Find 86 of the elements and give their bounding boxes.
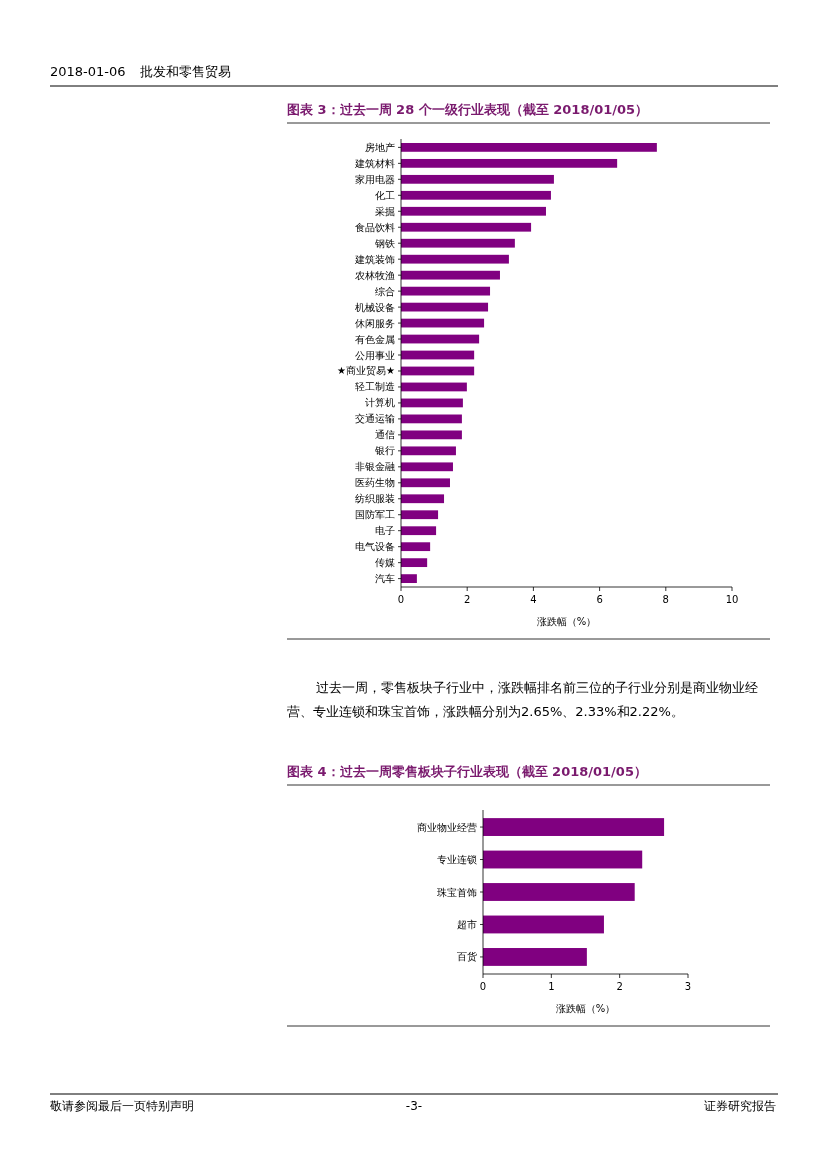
y-tick-label: ★商业贸易★ [337, 365, 396, 377]
x-tick-label: 4 [530, 594, 537, 605]
bar [483, 850, 643, 869]
text: 敬请参阅最后一页特别声明 [50, 1099, 194, 1113]
bar [401, 526, 437, 536]
y-tick-label: 综合 [375, 285, 395, 297]
y-tick-label: 电气设备 [355, 541, 395, 553]
x-axis-title: 涨跌幅（%） [536, 616, 597, 627]
y-tick-label: 机械设备 [355, 301, 395, 313]
y-tick-label: 化工 [375, 189, 395, 201]
x-tick-label: 2 [464, 594, 471, 605]
text: 2018-01-06 [50, 64, 126, 79]
bar [401, 302, 489, 312]
x-tick-label: 6 [596, 594, 603, 605]
bar [401, 334, 480, 344]
bar [401, 510, 439, 520]
bar [401, 478, 450, 488]
bar [483, 818, 665, 836]
x-tick-label: 2 [616, 981, 623, 992]
y-tick-label: 计算机 [365, 397, 395, 409]
y-tick-label: 专业连锁 [437, 854, 477, 866]
text: 证券研究报告 [704, 1099, 776, 1113]
bar [401, 318, 485, 328]
bar [401, 254, 509, 264]
x-axis-title: 涨跌幅（%） [555, 1003, 616, 1014]
y-tick-label: 非银金融 [355, 461, 395, 473]
x-tick-label: 0 [397, 594, 405, 605]
y-tick-label: 房地产 [365, 141, 395, 153]
x-tick-label: 1 [548, 981, 555, 992]
chart-title: 图表 3：过去一周 28 个一级行业表现（截至 2018/01/05） [287, 102, 649, 117]
y-tick-label: 通信 [375, 429, 395, 441]
bar [483, 948, 587, 966]
bar [483, 883, 635, 901]
text: 过去一周，零售板块子行业中，涨跌幅排名前三位的子行业分别是商业物业经营、专业连锁和珠宝首饰，涨跌幅分别为2.65%、2.33%和2.22%。 [287, 680, 758, 719]
bar [401, 398, 463, 408]
bar [401, 446, 456, 456]
bar [401, 238, 515, 248]
x-tick-label: 0 [479, 981, 487, 992]
y-tick-label: 钢铁 [374, 237, 395, 249]
bar [483, 915, 604, 934]
bar [401, 382, 467, 392]
y-tick-label: 建筑材料 [354, 157, 395, 169]
y-tick-label: 医药生物 [355, 477, 395, 489]
y-tick-label: 超市 [457, 918, 477, 930]
bar [401, 270, 500, 280]
bar [401, 558, 428, 568]
x-tick-label: 3 [684, 981, 692, 992]
y-tick-label: 商业物业经营 [417, 821, 477, 833]
bar [401, 158, 618, 168]
text: -3- [405, 1099, 423, 1113]
bar [401, 206, 546, 216]
y-tick-label: 公用事业 [355, 349, 395, 361]
y-tick-label: 百货 [457, 951, 477, 963]
bar [401, 414, 462, 424]
y-tick-label: 休闲服务 [355, 317, 395, 329]
y-tick-label: 农林牧渔 [355, 269, 395, 281]
y-tick-label: 珠宝首饰 [437, 886, 477, 898]
y-tick-label: 家用电器 [355, 173, 395, 185]
y-tick-label: 交通运输 [355, 413, 395, 425]
bar [401, 430, 462, 440]
y-tick-label: 纺织服装 [355, 493, 395, 505]
y-tick-label: 食品饮料 [355, 221, 395, 233]
y-tick-label: 汽车 [375, 573, 395, 585]
bar [401, 462, 453, 472]
bar [401, 350, 475, 360]
y-tick-label: 传媒 [375, 557, 395, 569]
bar [401, 222, 532, 232]
bar [401, 174, 554, 184]
bar [401, 286, 491, 296]
bar [401, 494, 445, 504]
chart-title: 图表 4：过去一周零售板块子行业表现（截至 2018/01/05） [287, 764, 647, 779]
x-tick-label: 10 [725, 594, 739, 605]
bar [401, 142, 657, 152]
x-tick-label: 8 [662, 594, 669, 605]
y-tick-label: 建筑装饰 [354, 253, 395, 265]
text: 批发和零售贸易 [140, 64, 231, 79]
bar [401, 574, 417, 584]
bar [401, 190, 551, 200]
y-tick-label: 国防军工 [355, 509, 395, 521]
y-tick-label: 采掘 [375, 205, 395, 217]
y-tick-label: 有色金属 [355, 333, 395, 345]
bar [401, 542, 431, 552]
y-tick-label: 轻工制造 [355, 381, 395, 393]
bar [401, 366, 475, 376]
y-tick-label: 电子 [375, 525, 395, 537]
y-tick-label: 银行 [374, 445, 395, 457]
